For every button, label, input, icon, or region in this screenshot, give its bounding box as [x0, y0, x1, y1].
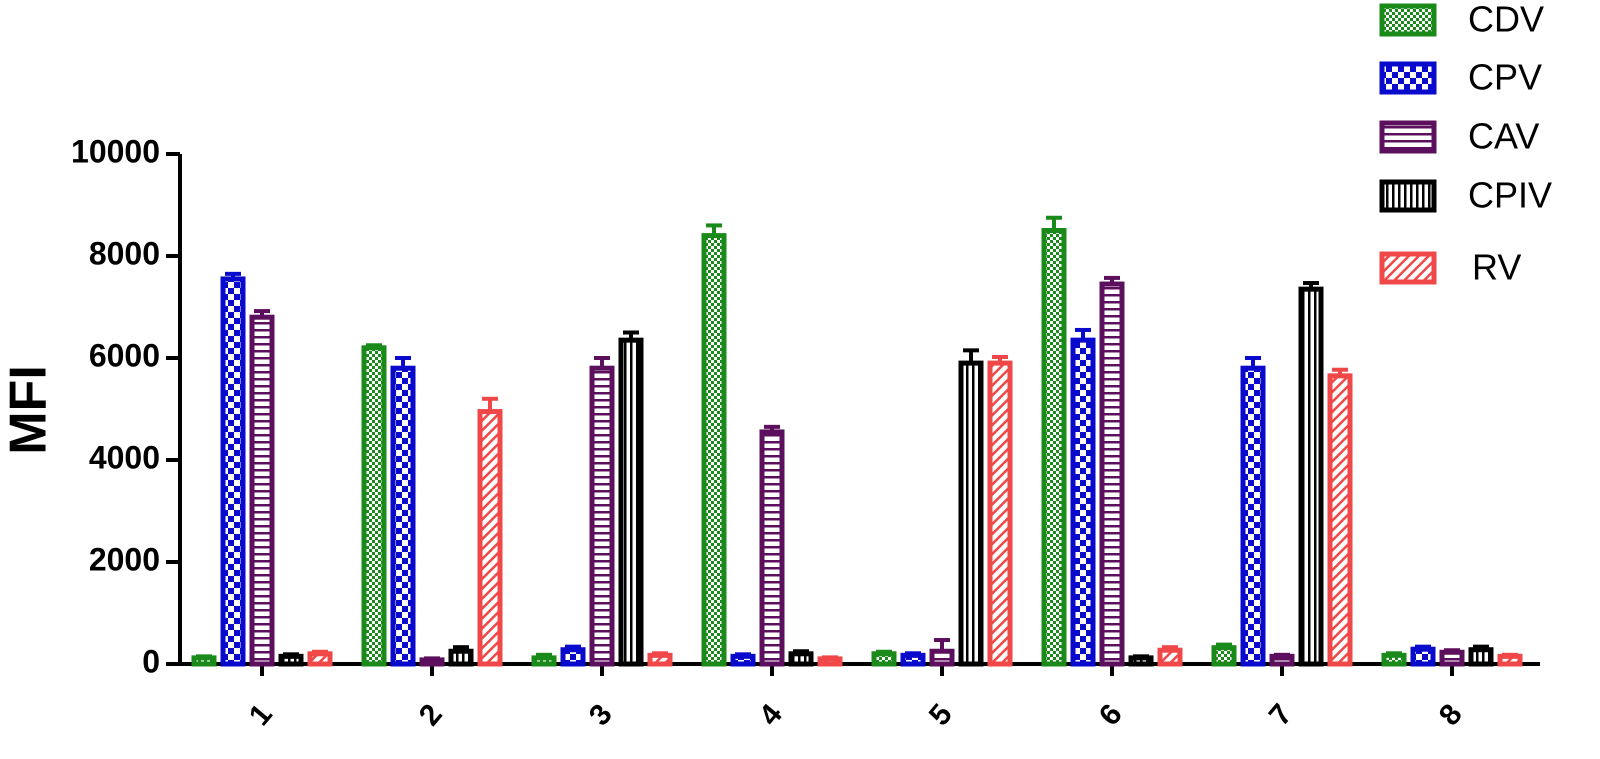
x-tick-label: 1	[243, 698, 279, 732]
legend-label: RV	[1472, 247, 1521, 288]
legend-swatch	[1379, 120, 1437, 154]
bar	[1041, 228, 1067, 667]
legend-label: CAV	[1468, 116, 1539, 157]
bar	[900, 652, 926, 667]
bar	[701, 233, 727, 667]
bar	[560, 647, 586, 667]
y-tick-label: 0	[142, 643, 160, 679]
y-tick-label: 10000	[71, 133, 160, 169]
legend-label: CPV	[1468, 57, 1542, 98]
bar	[220, 276, 246, 667]
y-tick-label: 2000	[89, 541, 160, 577]
bar	[1410, 646, 1436, 667]
bar	[390, 365, 416, 667]
bar	[477, 409, 503, 667]
bar	[1298, 286, 1324, 667]
bar	[1439, 649, 1465, 667]
bar	[589, 365, 615, 667]
bar	[361, 345, 387, 667]
bar	[618, 337, 644, 667]
bar	[730, 653, 756, 667]
bar	[987, 360, 1013, 667]
bar	[419, 657, 445, 667]
bar	[1240, 365, 1266, 667]
x-tick-label: 5	[923, 698, 959, 732]
bar	[958, 360, 984, 667]
x-tick-label: 3	[583, 698, 619, 732]
y-tick-label: 8000	[89, 235, 160, 271]
y-tick-label: 6000	[89, 337, 160, 373]
x-tick-label: 2	[413, 698, 449, 732]
bar	[1128, 655, 1154, 667]
bar	[307, 651, 333, 667]
bar	[448, 648, 474, 667]
x-tick-label: 7	[1263, 698, 1299, 732]
bar	[1381, 652, 1407, 667]
bar	[1497, 653, 1523, 667]
bar	[871, 651, 897, 667]
legend-label: CPIV	[1468, 175, 1552, 216]
bar	[1070, 337, 1096, 667]
legend-swatch	[1379, 251, 1437, 285]
bar	[759, 429, 785, 667]
x-tick-label: 6	[1093, 698, 1129, 732]
bar	[531, 655, 557, 667]
x-tick-label: 4	[753, 698, 789, 732]
bar	[249, 314, 275, 667]
bar	[647, 652, 673, 667]
bar	[1468, 647, 1494, 667]
legend-swatch	[1379, 3, 1437, 37]
bar	[1327, 373, 1353, 667]
legend-swatch	[1379, 179, 1437, 213]
bar	[929, 648, 955, 667]
bar	[1269, 653, 1295, 667]
y-axis-label: MFI	[0, 365, 58, 455]
bar	[1211, 645, 1237, 667]
bar	[278, 653, 304, 667]
legend-swatch	[1379, 61, 1437, 95]
bar	[788, 651, 814, 667]
x-tick-label: 8	[1433, 698, 1469, 732]
bar	[1157, 647, 1183, 667]
legend-label: CDV	[1468, 0, 1544, 40]
bar	[817, 656, 843, 667]
bar	[191, 655, 217, 667]
y-tick-label: 4000	[89, 439, 160, 475]
bar	[1099, 281, 1125, 667]
